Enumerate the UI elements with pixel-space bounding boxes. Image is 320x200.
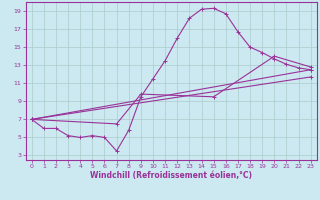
X-axis label: Windchill (Refroidissement éolien,°C): Windchill (Refroidissement éolien,°C) [90, 171, 252, 180]
